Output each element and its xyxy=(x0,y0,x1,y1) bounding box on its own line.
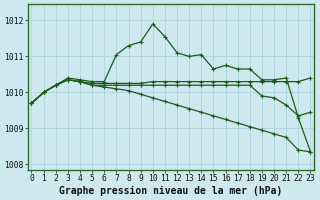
X-axis label: Graphe pression niveau de la mer (hPa): Graphe pression niveau de la mer (hPa) xyxy=(59,186,283,196)
